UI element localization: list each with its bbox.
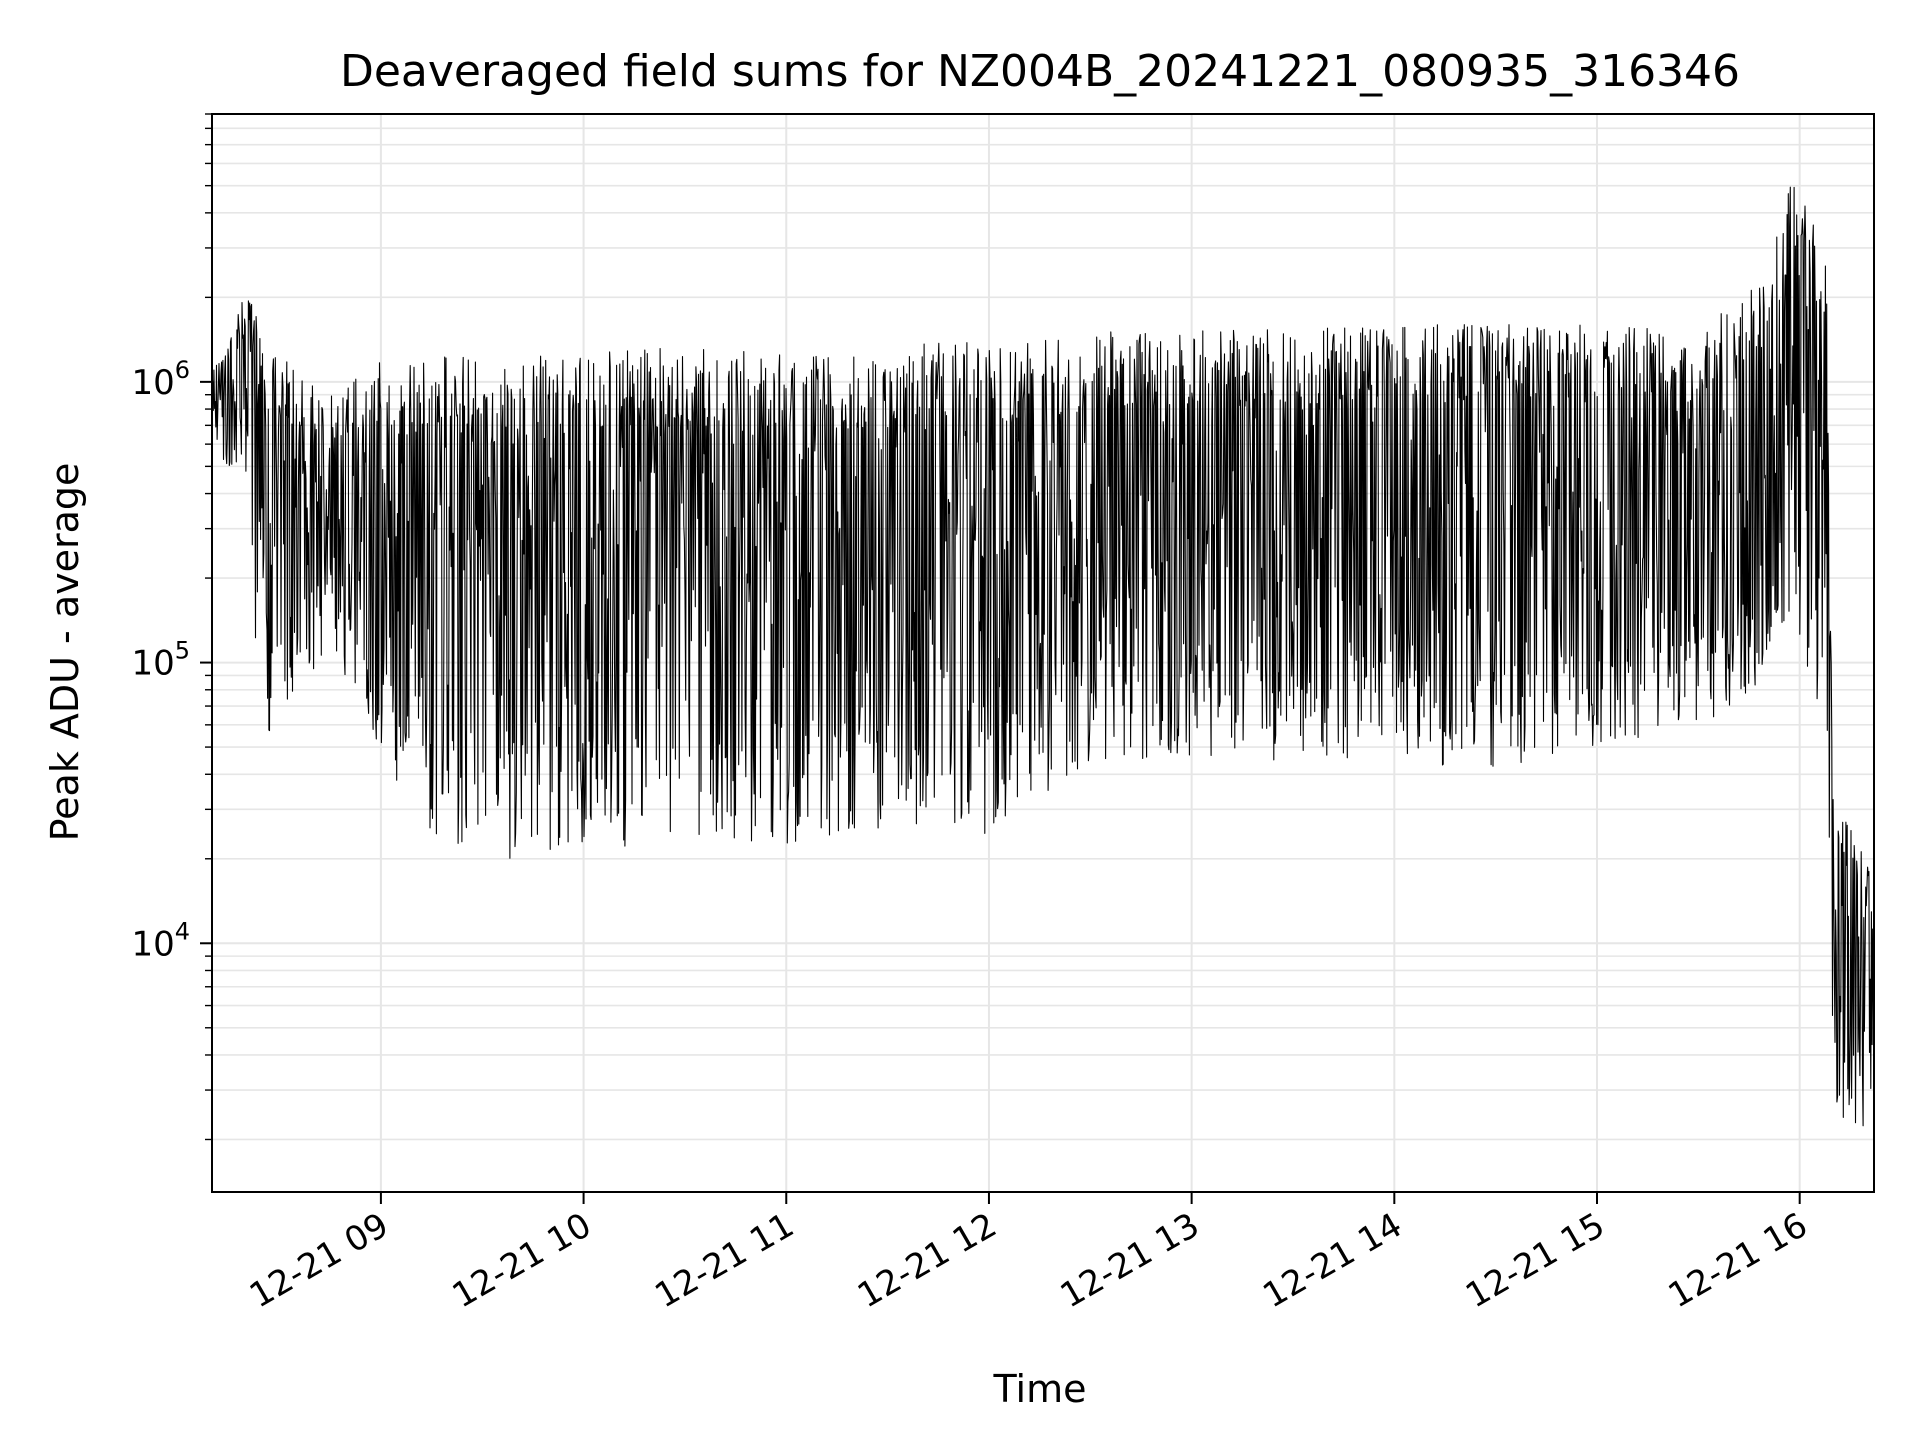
x-tick-label: 12-21 10 — [446, 1205, 598, 1316]
y-axis: 104 105 106 — [131, 113, 212, 1141]
x-tick-label: 12-21 13 — [1054, 1205, 1206, 1316]
x-tick-label: 12-21 09 — [243, 1205, 395, 1316]
data-series — [211, 186, 1875, 1127]
series-line — [211, 186, 1875, 1127]
y-tick-label: 106 — [131, 356, 190, 403]
x-tick-label: 12-21 15 — [1459, 1205, 1611, 1316]
y-axis-label: Peak ADU - average — [43, 463, 87, 842]
y-tick-label: 105 — [131, 637, 190, 684]
x-tick-label: 12-21 14 — [1256, 1205, 1408, 1316]
x-tick-label: 12-21 12 — [851, 1205, 1003, 1316]
x-axis-label: Time — [993, 1367, 1087, 1411]
x-tick-label: 12-21 11 — [648, 1205, 800, 1316]
x-axis: 12-21 09 12-21 10 12-21 11 12-21 12 12-21 13… — [243, 1192, 1814, 1316]
chart-title: Deaveraged field sums for NZ004B_2024122… — [340, 46, 1740, 97]
y-tick-label: 104 — [131, 917, 190, 964]
x-tick-label: 12-21 16 — [1662, 1205, 1814, 1316]
plot-frame — [211, 113, 1875, 1193]
